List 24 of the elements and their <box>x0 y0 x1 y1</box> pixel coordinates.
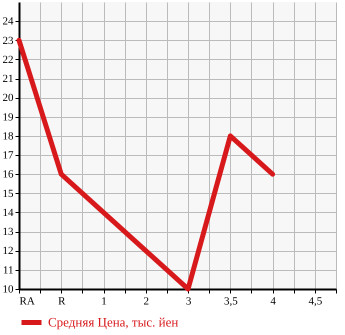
y-tick-label: 23 <box>2 34 14 47</box>
y-tick-label: 11 <box>2 264 14 276</box>
y-tick-label: 14 <box>2 206 14 219</box>
x-tick-label: R <box>58 296 66 308</box>
y-tick-label: 10 <box>2 284 14 296</box>
y-tick-label: 16 <box>2 168 14 181</box>
y-tick-label: 20 <box>2 92 14 104</box>
y-tick-label: 22 <box>2 54 14 66</box>
x-tick-label: RA <box>20 296 35 308</box>
y-tick-label: 17 <box>2 150 14 162</box>
x-tick-label: 4,5 <box>308 296 323 308</box>
x-tick-label: 3,5 <box>224 296 238 308</box>
x-tick-label: 2 <box>144 296 150 308</box>
x-tick-label: 1 <box>101 296 107 308</box>
y-tick-label: 12 <box>2 245 14 258</box>
y-tick-label: 15 <box>2 188 14 200</box>
y-tick-label: 18 <box>2 130 14 142</box>
y-tick-label: 13 <box>2 226 14 238</box>
y-tick-label: 24 <box>2 16 14 28</box>
legend-label: Средняя Цена, тыс. йен <box>48 314 178 330</box>
y-tick-label: 19 <box>2 111 14 124</box>
x-tick-label: 3 <box>186 296 192 308</box>
y-tick-label: 21 <box>2 73 14 86</box>
x-tick-label: 4 <box>270 296 276 308</box>
